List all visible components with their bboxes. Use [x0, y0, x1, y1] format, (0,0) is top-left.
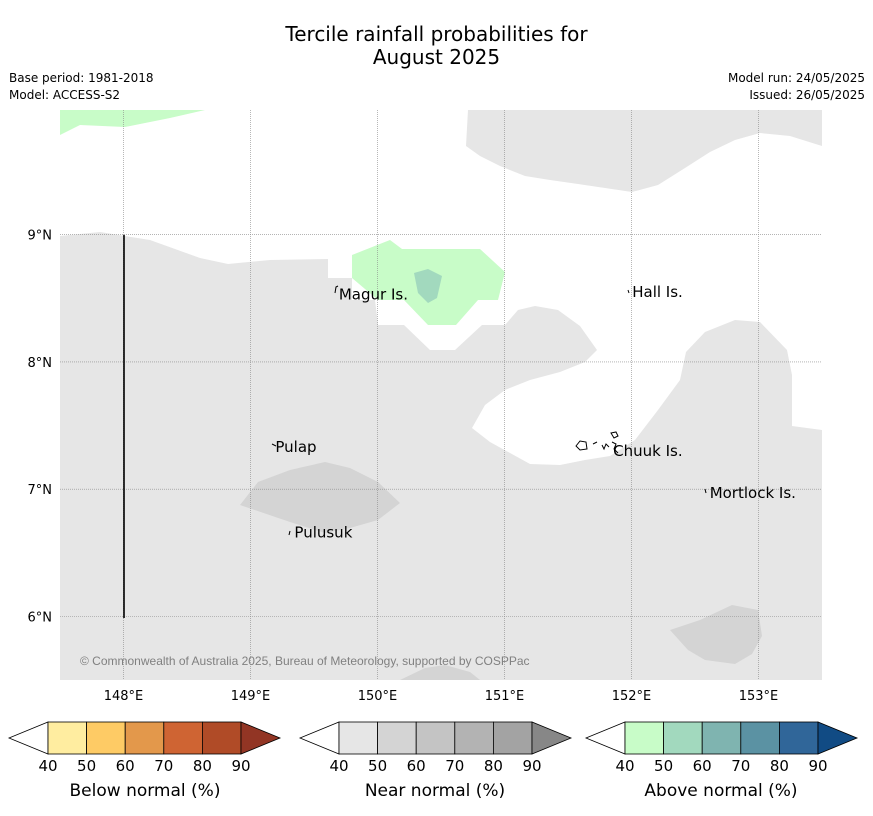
near-normal-colorbar: 40 50 60 70 80 90 — [298, 721, 573, 775]
colorbar-segment — [86, 721, 126, 755]
magur-island-shape — [334, 285, 339, 294]
colorbar-extend-low — [298, 721, 340, 755]
colorbar-segment — [415, 721, 456, 755]
colorbar-tick-label: 70 — [154, 757, 173, 775]
colorbar-segment — [338, 721, 378, 755]
colorbar-segment — [701, 721, 742, 755]
colorbar-tick-label: 60 — [407, 757, 426, 775]
colorbar-tick-label: 60 — [116, 757, 135, 775]
colorbar-tick-label: 60 — [693, 757, 712, 775]
colorbar-tick-label: 40 — [329, 757, 348, 775]
colorbar-extend-high — [531, 721, 573, 755]
chuuk-lagoon-shape — [575, 431, 619, 454]
island-outlines — [271, 285, 707, 536]
colorbar-segment — [740, 721, 780, 755]
lon-tick-label: 149°E — [231, 689, 271, 704]
colorbar-segment — [779, 721, 819, 755]
colorbar-segment — [47, 721, 87, 755]
colorbar-tick-label: 40 — [38, 757, 57, 775]
place-label: Pulap — [275, 438, 316, 456]
colorbar-tick-label: 50 — [368, 757, 387, 775]
map-title-line-2: August 2025 — [372, 45, 501, 69]
axis-labels: 148°E 149°E 150°E 151°E 152°E 153°E 9°N 8°N 7°N 6… — [28, 229, 779, 704]
colorbar-tick-label: 90 — [808, 757, 827, 775]
base-period-label: Base period: 1981-2018 — [9, 71, 154, 85]
colorbars: 40 50 60 70 80 90 40 50 60 70 80 90 40 50 60 70 80 90 — [7, 721, 859, 775]
colorbar-tick-label: 90 — [231, 757, 250, 775]
near-normal-colorbar-label: Near normal (%) — [364, 781, 506, 801]
colorbar-extend-high — [817, 721, 859, 755]
near-normal-50-region-west — [240, 462, 400, 533]
colorbar-tick-label: 90 — [522, 757, 541, 775]
near-normal-50-region-south — [400, 665, 480, 680]
colorbar-extend-low — [584, 721, 626, 755]
colorbar-segment — [454, 721, 494, 755]
colorbar-tick-label: 40 — [615, 757, 634, 775]
lon-tick-label: 148°E — [104, 689, 144, 704]
lon-tick-label: 151°E — [485, 689, 525, 704]
place-label: Chuuk Is. — [613, 442, 682, 460]
colorbar-segment — [377, 721, 417, 755]
near-normal-50-region-southeast — [670, 605, 762, 664]
place-label: Mortlock Is. — [710, 484, 796, 502]
model-run-label: Model run: 24/05/2025 — [727, 71, 865, 85]
place-labels: Magur Is. Hall Is. Pulap Chuuk Is. Mortlock … — [275, 283, 796, 541]
lat-tick-label: 6°N — [28, 610, 53, 625]
pulusuk-island-shape — [288, 530, 291, 536]
below-normal-colorbar: 40 50 60 70 80 90 — [7, 721, 282, 775]
colorbar-tick-label: 80 — [484, 757, 503, 775]
model-label: Model: ACCESS-S2 — [9, 88, 121, 102]
lat-tick-label: 7°N — [28, 483, 53, 498]
lon-tick-label: 150°E — [358, 689, 398, 704]
colorbar-segment — [624, 721, 664, 755]
lon-tick-label: 152°E — [612, 689, 652, 704]
lon-tick-label: 153°E — [739, 689, 779, 704]
colorbar-tick-label: 80 — [193, 757, 212, 775]
above-normal-40-notch — [75, 147, 106, 156]
above-normal-40-region-north — [60, 110, 205, 135]
place-label: Magur Is. — [339, 285, 408, 303]
colorbar-segment — [163, 721, 203, 755]
colorbar-extend-high — [240, 721, 282, 755]
near-normal-40-region-north — [466, 110, 822, 192]
colorbar-segment — [201, 721, 242, 755]
map-title-line-1: Tercile rainfall probabilities for — [285, 22, 588, 46]
pulap-island-shape — [271, 443, 277, 447]
lat-tick-label: 8°N — [28, 356, 53, 371]
colorbar-segment — [492, 721, 533, 755]
colorbar-tick-label: 50 — [654, 757, 673, 775]
colorbar-tick-label: 70 — [445, 757, 464, 775]
copyright-notice: © Commonwealth of Australia 2025, Bureau… — [80, 654, 530, 668]
mortlock-island-shape — [704, 488, 707, 494]
colorbar-tick-label: 70 — [731, 757, 750, 775]
colorbar-extend-low — [7, 721, 49, 755]
place-label: Pulusuk — [294, 523, 352, 541]
above-normal-50-region — [414, 269, 442, 303]
map-frame: Magur Is. Hall Is. Pulap Chuuk Is. Mortlock … — [60, 110, 822, 680]
colorbar-tick-label: 80 — [770, 757, 789, 775]
above-normal-colorbar-label: Above normal (%) — [644, 781, 798, 801]
lat-tick-label: 9°N — [28, 229, 53, 244]
below-normal-colorbar-label: Below normal (%) — [69, 781, 221, 801]
colorbar-tick-label: 50 — [77, 757, 96, 775]
issued-label: Issued: 26/05/2025 — [749, 88, 865, 102]
place-label: Hall Is. — [632, 283, 683, 301]
colorbar-segment — [663, 721, 703, 755]
above-normal-colorbar: 40 50 60 70 80 90 — [584, 721, 859, 775]
colorbar-segment — [124, 721, 165, 755]
hall-island-shape — [627, 289, 630, 294]
gridlines — [60, 110, 822, 680]
